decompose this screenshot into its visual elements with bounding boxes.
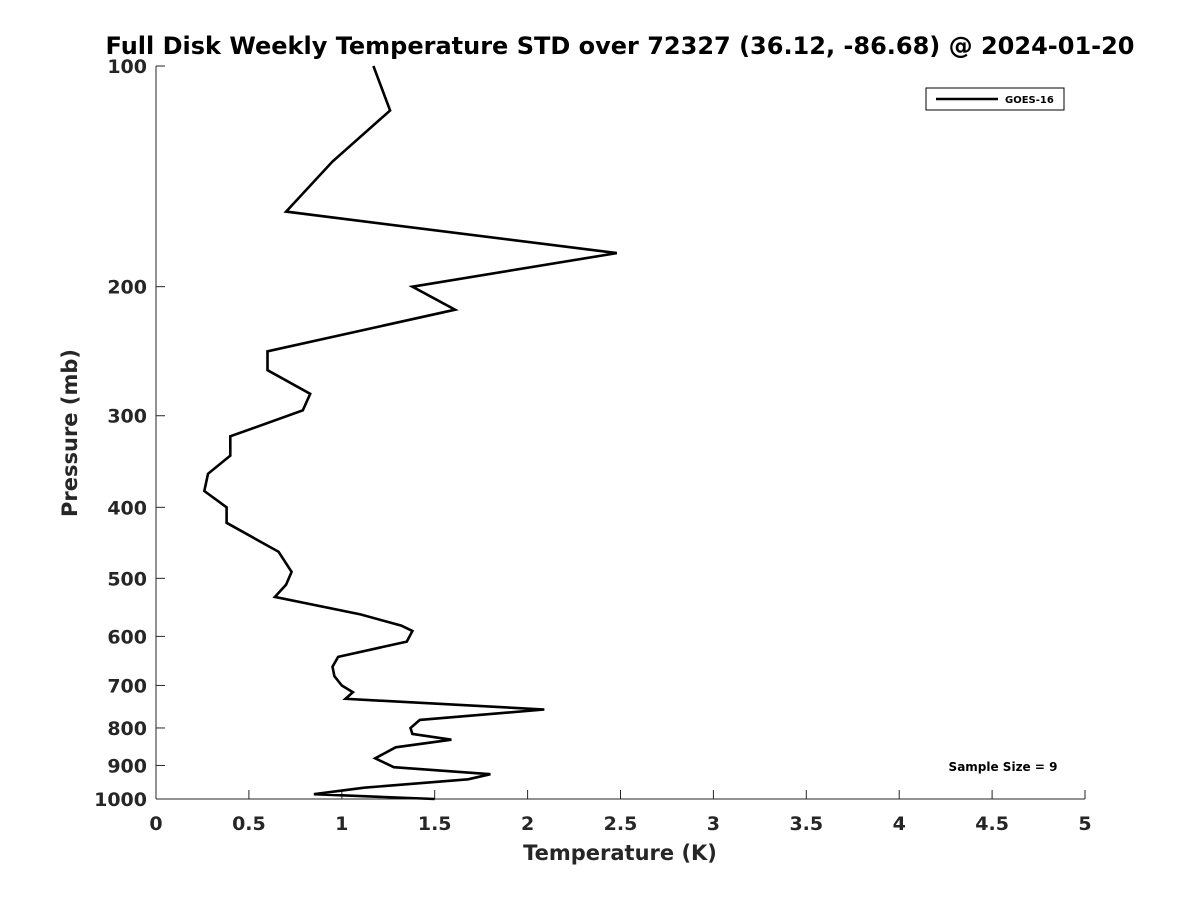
y-tick-label: 200: [107, 277, 147, 299]
x-tick-label: 4.5: [975, 813, 1009, 835]
y-axis-title: Pressure (mb): [58, 349, 82, 517]
y-tick-label: 700: [107, 675, 147, 697]
legend-label: GOES-16: [1005, 95, 1054, 106]
x-tick-label: 2: [521, 813, 534, 835]
y-tick-label: 600: [107, 626, 147, 648]
x-tick-label: 3: [707, 813, 720, 835]
legend: GOES-16: [925, 87, 1065, 111]
y-tick-label: 900: [107, 755, 147, 777]
y-tick-label: 300: [107, 406, 147, 428]
x-tick-label: 3.5: [789, 813, 823, 835]
chart-title: Full Disk Weekly Temperature STD over 72…: [106, 32, 1135, 60]
x-tick-label: 4: [893, 813, 906, 835]
x-tick-label: 1.5: [418, 813, 452, 835]
x-axis-title: Temperature (K): [523, 841, 717, 865]
x-tick-label: 0.5: [232, 813, 266, 835]
x-tick-label: 5: [1078, 813, 1091, 835]
y-tick-label: 500: [107, 568, 147, 590]
y-tick-label: 1000: [94, 789, 147, 811]
x-tick-label: 1: [335, 813, 348, 835]
y-tick-label: 800: [107, 718, 147, 740]
x-tick-label: 0: [149, 813, 162, 835]
x-tick-label: 2.5: [604, 813, 638, 835]
sample-size-annotation: Sample Size = 9: [949, 760, 1058, 774]
series-line-goes-16: [202, 65, 618, 801]
y-tick-label: 400: [107, 497, 147, 519]
series-layer: [202, 65, 618, 801]
axes: 0 0.5 1 1.5 2 2.5 3 3.5 4 4.5 5 100 200 300 400 500 600 7…: [94, 56, 1092, 835]
y-tick-label: 100: [107, 56, 147, 78]
